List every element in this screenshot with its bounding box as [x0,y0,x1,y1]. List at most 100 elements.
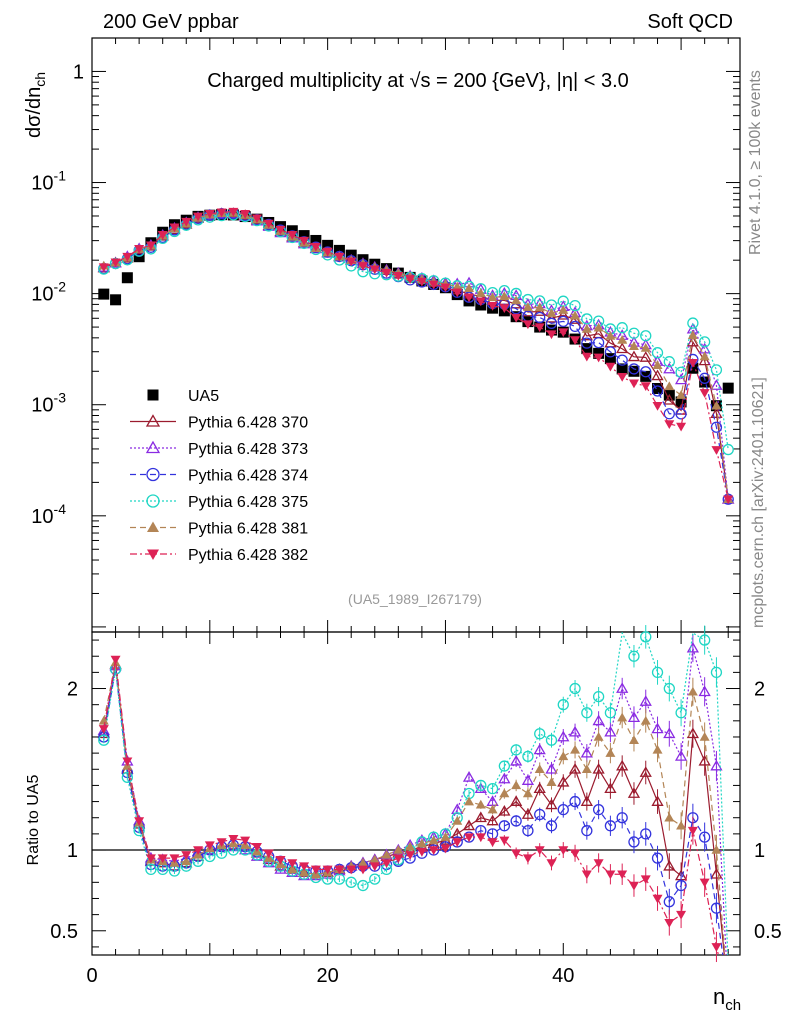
ratio-tick-label: 0.5 [754,921,782,943]
pythia-6-428-373-ratio-point [580,746,593,758]
pythia-6-428-382-point [204,210,215,219]
legend-marker-ua5 [147,389,159,401]
pythia-6-428-375-point [687,317,699,329]
pythia-6-428-373-ratio-point [521,774,535,785]
pythia-6-428-373-ratio-point [568,725,582,737]
pythia-6-428-374-ratio-point [498,820,511,832]
pythia-6-428-375-point [699,336,711,348]
pythia-6-428-370-point [651,369,664,381]
x-tick-label: 20 [317,965,339,987]
ratio-panel-frame [91,631,741,956]
pythia-6-428-381-point [605,330,616,340]
pythia-6-428-381-ratio-point [522,788,533,798]
pythia-6-428-381-ratio-point [299,867,310,877]
ua5-point [616,363,628,375]
pythia-6-428-381-ratio-point [369,854,380,864]
pythia-6-428-382-ratio-point [275,855,286,865]
pythia-6-428-370-ratio-point [533,782,546,794]
pythia-6-428-374-point [604,346,617,358]
legend-label-pythia-6-428-375: Pythia 6.428 375 [188,494,308,511]
header-right: Soft QCD [647,11,733,33]
pythia-6-428-381-point [511,295,522,305]
pythia-6-428-382-point [452,288,463,298]
pythia-6-428-374-ratio-point [628,836,640,848]
pythia-6-428-370-ratio-point [604,782,617,794]
pythia-6-428-381-point [628,341,639,351]
pythia-6-428-373-point [663,362,676,374]
pythia-6-428-382-point [110,258,121,268]
pythia-6-428-381-point [640,343,651,352]
pythia-6-428-382-ratio-point [216,838,227,847]
pythia-6-428-381-ratio-point [605,748,616,757]
pythia-6-428-373-point [710,379,723,390]
analysis-tag: (UA5_1989_I267179) [348,591,482,607]
pythia-6-428-381-ratio-point [287,864,298,874]
legend-label-pythia-6-428-381: Pythia 6.428 381 [188,521,308,538]
pythia-6-428-381-point [452,281,463,291]
pythia-6-428-382-point [405,275,416,284]
pythia-6-428-381-ratio-point [393,845,404,854]
pythia-6-428-370-ratio-point [462,819,476,831]
pythia-6-428-382-point [251,214,262,224]
pythia-6-428-382-ratio-point [240,836,251,846]
pythia-6-428-374-ratio-point [675,879,687,892]
pythia-6-428-375-ratio-point [121,771,133,783]
pythia-6-428-370-ratio-point [486,814,499,826]
pythia-6-428-382-ratio-point [558,846,569,856]
pythia-6-428-382-ratio-point [511,849,522,859]
pythia-6-428-373-ratio-point [710,759,723,771]
pythia-6-428-382-ratio-point [593,859,604,868]
ratio-axis-label: Ratio to UA5 [25,775,42,866]
pythia-6-428-375-ratio-point [581,707,593,719]
ua5-point [322,239,334,251]
pythia-6-428-382-ratio-point [181,851,192,860]
pythia-6-428-375-ratio-point [357,879,369,892]
pythia-6-428-375-ratio-point [475,779,487,792]
legend-label-ua5: UA5 [188,388,219,405]
pythia-6-428-373-ratio-point [663,727,676,739]
pythia-6-428-382-point [522,320,533,330]
ua5-point [628,365,640,377]
pythia-6-428-375-point [675,366,687,378]
pythia-6-428-374-point [569,320,581,333]
y-tick-label: 1 [73,61,84,83]
pythia-6-428-374-ratio-point [510,815,522,827]
pythia-6-428-381-point [475,288,486,297]
pythia-6-428-381-ratio-point [570,744,581,754]
pythia-6-428-381-ratio-point [464,796,475,806]
ua5-point [699,376,711,388]
pythia-6-428-381-point [652,360,663,369]
pythia-6-428-382-point [570,336,581,346]
pythia-6-428-381-ratio-point [357,857,368,867]
pythia-6-428-370-point [698,354,711,366]
pythia-6-428-374-ratio-point [651,852,664,864]
pythia-6-428-382-ratio-point [110,655,121,665]
pythia-6-428-382-ratio-line [103,659,720,955]
pythia-6-428-374-ratio-point [699,831,711,843]
pythia-6-428-382-point [240,210,251,219]
pythia-6-428-375-ratio-point [592,690,605,703]
pythia-6-428-382-point [487,302,498,311]
pythia-6-428-374-point [534,311,546,324]
pythia-6-428-374-point [640,366,652,378]
pythia-6-428-382-ratio-point [581,870,592,880]
pythia-6-428-374-point [557,315,569,328]
legend-marker-pythia-6-428-373 [145,440,161,454]
pythia-6-428-370-ratio-point [639,766,652,777]
pythia-6-428-381-ratio-point [534,764,545,774]
pythia-6-428-382-ratio-point [452,838,463,847]
pythia-6-428-375-point [722,443,734,456]
ratio-tick-label: 2 [754,679,765,701]
pythia-6-428-375-point [651,347,664,359]
pythia-6-428-382-ratio-point [487,838,498,847]
pythia-6-428-382-point [122,252,133,262]
pythia-6-428-382-ratio-point [204,841,215,851]
pythia-6-428-375-point [569,299,581,312]
pythia-6-428-382-point [593,353,604,363]
pythia-6-428-382-ratio-point [251,843,262,852]
chart-title: Charged multiplicity at √s = 200 {GeV}, … [207,70,629,92]
pythia-6-428-382-ratio-point [699,878,710,888]
pythia-6-428-374-point [663,408,675,420]
pythia-6-428-375-ratio-line [103,632,729,955]
